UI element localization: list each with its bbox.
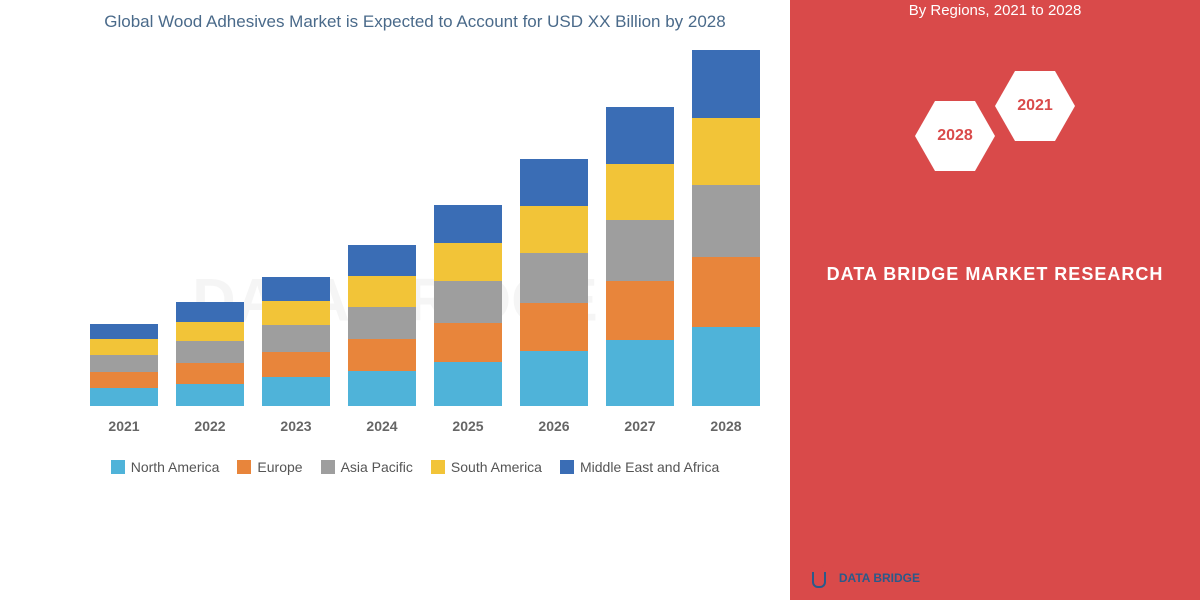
legend-item: North America: [111, 459, 220, 475]
stacked-bar: [176, 302, 244, 406]
bar-segment: [520, 351, 588, 406]
stacked-bar: [348, 245, 416, 405]
bar-segment: [434, 243, 502, 281]
bar-group: 2024: [348, 245, 416, 433]
bar-segment: [176, 384, 244, 406]
bar-segment: [348, 307, 416, 340]
bar-segment: [262, 277, 330, 301]
bar-segment: [692, 50, 760, 118]
bar-segment: [434, 205, 502, 243]
bar-segment: [348, 339, 416, 371]
legend-swatch: [321, 460, 335, 474]
x-axis-label: 2022: [194, 418, 225, 434]
bar-segment: [520, 303, 588, 351]
legend-item: Middle East and Africa: [560, 459, 719, 475]
bar-group: 2025: [434, 205, 502, 434]
hex-2028: 2028: [915, 101, 995, 171]
bar-segment: [606, 107, 674, 164]
bar-segment: [520, 253, 588, 303]
x-axis-label: 2028: [710, 418, 741, 434]
bar-segment: [90, 355, 158, 372]
bar-group: 2023: [262, 277, 330, 434]
right-panel: By Regions, 2021 to 2028 2028 2021 DATA …: [790, 0, 1200, 600]
chart-legend: North America Europe Asia Pacific South Ame…: [60, 459, 770, 475]
bar-segment: [348, 276, 416, 307]
stacked-bar: [434, 205, 502, 406]
legend-label: Europe: [257, 459, 302, 475]
bar-segment: [176, 341, 244, 363]
right-panel-title: By Regions, 2021 to 2028: [879, 0, 1112, 21]
legend-label: North America: [131, 459, 220, 475]
stacked-bar: [90, 324, 158, 406]
x-axis-label: 2025: [452, 418, 483, 434]
legend-swatch: [237, 460, 251, 474]
x-axis-label: 2023: [280, 418, 311, 434]
stacked-bar: [520, 159, 588, 406]
footer-brand-text: DATA BRIDGE: [839, 571, 920, 585]
bar-segment: [348, 371, 416, 406]
chart-panel: DATA BRIDGE Global Wood Adhesives Market…: [0, 0, 790, 600]
bar-group: 2027: [606, 107, 674, 434]
brand-name: DATA BRIDGE MARKET RESEARCH: [827, 261, 1164, 288]
bar-segment: [520, 159, 588, 206]
bar-segment: [692, 257, 760, 327]
stacked-bar-chart: 2021 2022 2023 2024 2025 2026 2027 2028: [80, 54, 770, 434]
bar-segment: [90, 372, 158, 388]
bar-group: 2028: [692, 50, 760, 434]
bar-segment: [176, 363, 244, 384]
legend-swatch: [431, 460, 445, 474]
x-axis-label: 2027: [624, 418, 655, 434]
x-axis-label: 2026: [538, 418, 569, 434]
bar-segment: [262, 325, 330, 352]
bar-segment: [262, 352, 330, 377]
stacked-bar: [692, 50, 760, 406]
legend-item: South America: [431, 459, 542, 475]
bar-segment: [692, 185, 760, 257]
bar-segment: [434, 323, 502, 362]
bar-segment: [176, 302, 244, 322]
logo-icon: [803, 564, 831, 592]
bar-segment: [262, 301, 330, 325]
hexagon-badges: 2028 2021: [895, 71, 1095, 221]
bar-segment: [262, 377, 330, 405]
bar-group: 2021: [90, 324, 158, 434]
bar-segment: [90, 339, 158, 354]
bar-segment: [606, 281, 674, 340]
bar-segment: [606, 164, 674, 221]
legend-swatch: [111, 460, 125, 474]
bar-segment: [692, 118, 760, 186]
legend-item: Europe: [237, 459, 302, 475]
stacked-bar: [262, 277, 330, 406]
bar-segment: [176, 322, 244, 342]
bar-segment: [348, 245, 416, 276]
stacked-bar: [606, 107, 674, 406]
bar-segment: [606, 220, 674, 281]
bar-segment: [520, 206, 588, 253]
chart-title: Global Wood Adhesives Market is Expected…: [60, 10, 770, 34]
bar-segment: [90, 388, 158, 405]
footer-logo: DATA BRIDGE: [803, 564, 920, 592]
legend-swatch: [560, 460, 574, 474]
bar-group: 2026: [520, 159, 588, 434]
legend-item: Asia Pacific: [321, 459, 413, 475]
bar-segment: [434, 281, 502, 322]
x-axis-label: 2021: [108, 418, 139, 434]
legend-label: South America: [451, 459, 542, 475]
bar-segment: [434, 362, 502, 406]
bar-segment: [90, 324, 158, 339]
bar-segment: [692, 327, 760, 406]
x-axis-label: 2024: [366, 418, 397, 434]
bar-segment: [606, 340, 674, 405]
bar-group: 2022: [176, 302, 244, 434]
legend-label: Middle East and Africa: [580, 459, 719, 475]
infographic-container: DATA BRIDGE Global Wood Adhesives Market…: [0, 0, 1200, 600]
legend-label: Asia Pacific: [341, 459, 413, 475]
hex-2021: 2021: [995, 71, 1075, 141]
